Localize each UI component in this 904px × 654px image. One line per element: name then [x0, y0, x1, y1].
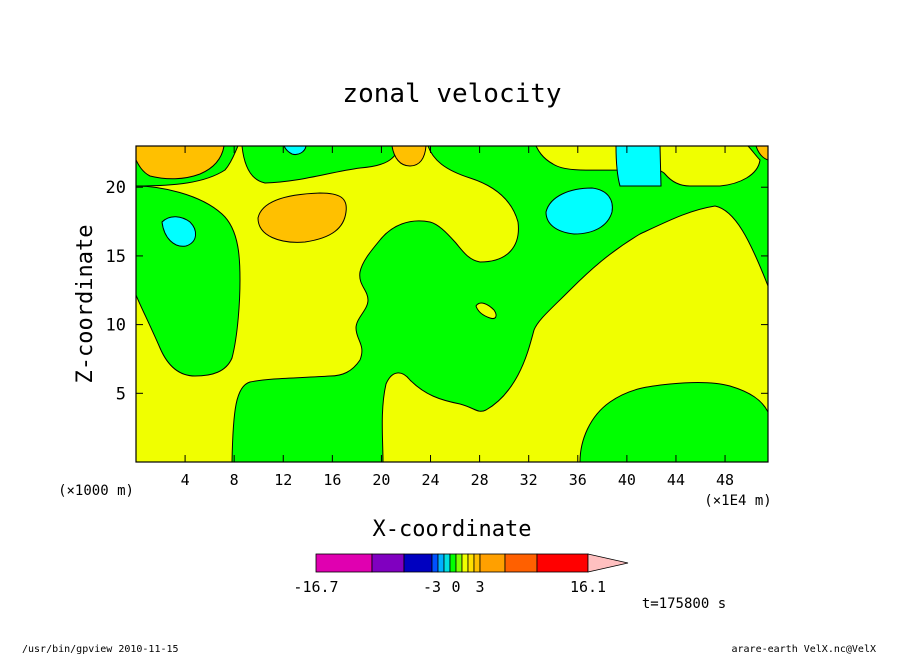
green-region-bottom-right [579, 381, 768, 462]
colorbar-tick-label: 3 [475, 578, 484, 596]
x-tick-label: 24 [421, 471, 439, 489]
colorbar-segment [371, 553, 405, 573]
colorbar: -16.7 -3 0 3 16.1 [293, 553, 629, 596]
colorbar-segment [449, 553, 457, 573]
orange-region-top-mid [391, 146, 427, 167]
y-tick-label: 5 [116, 384, 126, 404]
y-axis-unit: (×1000 m) [58, 483, 134, 499]
plot-area [136, 146, 768, 462]
x-tick-label: 4 [181, 471, 190, 489]
colorbar-segment [467, 553, 475, 573]
cyan-region-right-2 [615, 146, 662, 187]
plot-frame [135, 145, 769, 463]
x-axis: 4 8 12 16 20 24 28 32 36 40 44 48 [181, 146, 734, 489]
colorbar-tick-label: -16.7 [293, 578, 338, 596]
orange-region-top-right [755, 146, 768, 161]
colorbar-arrow [587, 553, 629, 573]
y-tick-label: 10 [106, 316, 126, 336]
colorbar-segment [461, 553, 469, 573]
x-axis-label: X-coordinate [373, 517, 532, 542]
colorbar-tick-label: 16.1 [570, 578, 606, 596]
x-axis-unit: (×1E4 m) [704, 493, 771, 509]
colorbar-segment [536, 553, 589, 573]
y-axis-label: Z-coordinate [73, 225, 98, 384]
x-tick-label: 16 [323, 471, 341, 489]
y-tick-label: 15 [106, 247, 126, 267]
chart-title: zonal velocity [342, 79, 561, 109]
yellow-island [475, 302, 497, 319]
y-axis: 5 10 15 20 [106, 178, 768, 404]
y-tick-label: 20 [106, 178, 126, 198]
x-tick-label: 20 [372, 471, 390, 489]
green-region-left-mid [136, 185, 241, 377]
colorbar-segment [504, 553, 538, 573]
orange-region-left-mid [257, 192, 347, 243]
x-tick-label: 44 [667, 471, 685, 489]
x-tick-label: 40 [618, 471, 636, 489]
cyan-region-top [283, 146, 307, 155]
x-tick-label: 48 [716, 471, 734, 489]
x-tick-label: 8 [230, 471, 239, 489]
green-region-top-mid [231, 146, 768, 462]
colorbar-segment [315, 553, 373, 573]
footer-left: /usr/bin/gpview 2010-11-15 [22, 644, 179, 654]
colorbar-tick-label: 0 [451, 578, 460, 596]
x-tick-label: 32 [520, 471, 538, 489]
colorbar-tick-label: -3 [423, 578, 441, 596]
colorbar-segment [455, 553, 463, 573]
time-label: t=175800 s [642, 596, 726, 612]
orange-region-top-left [136, 146, 225, 180]
footer-right: arare-earth_VelX.nc@VelX [732, 644, 877, 654]
colorbar-segment [443, 553, 451, 573]
colorbar-segment [403, 553, 433, 573]
cyan-region-left [161, 216, 196, 247]
cyan-region-right-1 [545, 187, 613, 235]
x-tick-label: 12 [274, 471, 292, 489]
colorbar-segment [437, 553, 445, 573]
green-region-top-band [241, 146, 401, 184]
colorbar-segment [431, 553, 439, 573]
colorbar-segment [479, 553, 506, 573]
x-tick-label: 36 [569, 471, 587, 489]
colorbar-segment [473, 553, 481, 573]
x-tick-label: 28 [471, 471, 489, 489]
